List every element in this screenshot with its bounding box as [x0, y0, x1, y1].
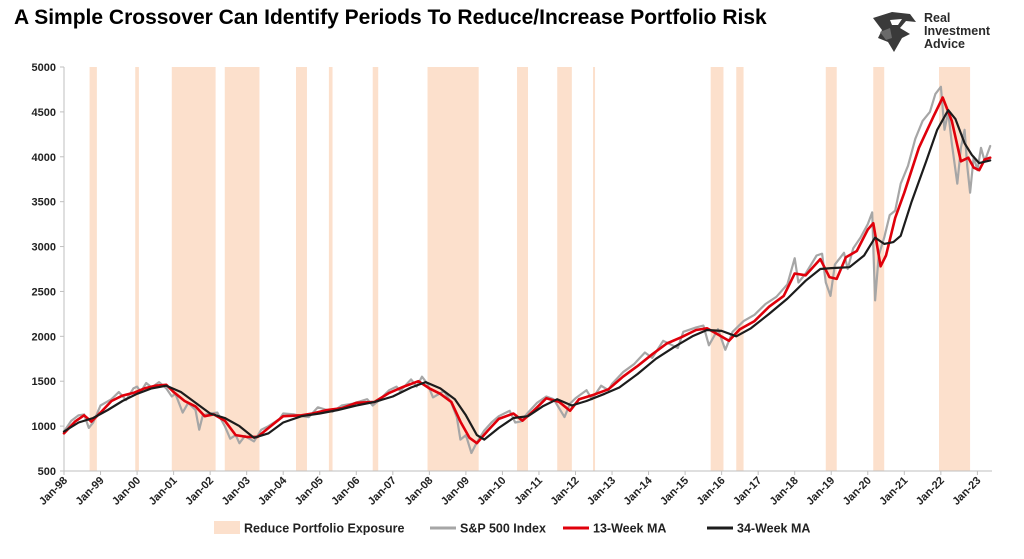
x-tick-label: Jan-00	[110, 475, 143, 508]
legend: Reduce Portfolio Exposure S&P 500 Index 13…	[214, 521, 810, 536]
shaded-period-band	[736, 67, 744, 471]
legend-label: 34-Week MA	[737, 522, 810, 536]
legend-label: Reduce Portfolio Exposure	[244, 522, 404, 536]
shaded-period-band	[296, 67, 307, 471]
legend-swatch-band	[214, 521, 240, 534]
x-tick-label: Jan-05	[293, 475, 326, 508]
x-tick-label: Jan-03	[220, 475, 253, 508]
shaded-period-band	[171, 67, 216, 471]
x-tick-label: Jan-19	[804, 475, 837, 508]
series-line-34-week-ma	[62, 109, 992, 441]
brand-logo: Real Investment Advice	[870, 8, 1020, 58]
y-tick-label: 3000	[32, 242, 56, 254]
x-tick-label: Jan-18	[768, 475, 801, 508]
x-tick-label: Jan-15	[658, 475, 691, 508]
shaded-period-band	[328, 67, 333, 471]
legend-label: 13-Week MA	[593, 522, 666, 536]
x-tick-label: Jan-12	[548, 475, 581, 508]
y-tick-label: 500	[38, 466, 56, 478]
series-lines	[62, 85, 992, 455]
brand-name-line-3: Advice	[924, 37, 965, 51]
x-tick-label: Jan-17	[731, 475, 764, 508]
legend-label: S&P 500 Index	[460, 522, 546, 536]
shaded-period-band	[710, 67, 724, 471]
shaded-period-band	[224, 67, 260, 471]
x-tick-label: Jan-10	[475, 475, 508, 508]
x-tick-label: Jan-99	[74, 475, 107, 508]
y-tick-label: 4500	[32, 107, 56, 119]
y-tick-label: 1500	[32, 376, 56, 388]
y-axis-ticks: 500 1000 1500 2000 2500 3000 3500 4000 4500 5000	[32, 62, 64, 478]
shaded-period-band	[517, 67, 528, 471]
shaded-period-band	[873, 67, 885, 471]
x-tick-label: Jan-11	[512, 475, 545, 508]
page-title: A Simple Crossover Can Identify Periods …	[14, 6, 767, 29]
x-tick-label: Jan-13	[585, 475, 618, 508]
x-tick-label: Jan-06	[329, 475, 362, 508]
line-chart: 500 1000 1500 2000 2500 3000 3500 4000 4500 5000 J…	[32, 62, 992, 536]
x-tick-label: Jan-14	[622, 474, 656, 508]
eagle-head-logo-icon	[873, 12, 916, 52]
shaded-period-band	[135, 67, 139, 471]
x-tick-label: Jan-08	[402, 475, 435, 508]
shaded-period-band	[89, 67, 97, 471]
y-tick-label: 3500	[32, 197, 56, 209]
x-tick-label: Jan-04	[256, 474, 290, 508]
x-tick-label: Jan-02	[183, 475, 216, 508]
brand-name: Real Investment Advice	[924, 12, 990, 51]
x-axis-ticks: Jan-98 Jan-99 Jan-00 Jan-01 Jan-02 Jan-03 Jan-…	[37, 471, 984, 508]
series-line-13-week-ma	[62, 96, 992, 445]
y-tick-label: 5000	[32, 62, 56, 74]
x-tick-label: Jan-21	[877, 475, 910, 508]
shaded-period-band	[372, 67, 379, 471]
x-tick-label: Jan-16	[695, 475, 728, 508]
y-tick-label: 1000	[32, 421, 56, 433]
x-tick-label: Jan-98	[37, 475, 70, 508]
x-tick-label: Jan-07	[366, 475, 399, 508]
series-line-s-p-500-index	[62, 85, 992, 455]
shaded-period-band	[557, 67, 572, 471]
brand-name-line-2: Investment	[924, 24, 990, 38]
shaded-period-band	[593, 67, 596, 471]
y-tick-label: 2000	[32, 331, 56, 343]
y-tick-label: 4000	[32, 152, 56, 164]
x-tick-label: Jan-20	[841, 475, 874, 508]
y-tick-label: 2500	[32, 286, 56, 298]
brand-name-line-1: Real	[924, 11, 951, 25]
x-tick-label: Jan-09	[439, 475, 472, 508]
x-tick-label: Jan-23	[950, 475, 983, 508]
x-tick-label: Jan-22	[914, 475, 947, 508]
x-tick-label: Jan-01	[147, 475, 180, 508]
